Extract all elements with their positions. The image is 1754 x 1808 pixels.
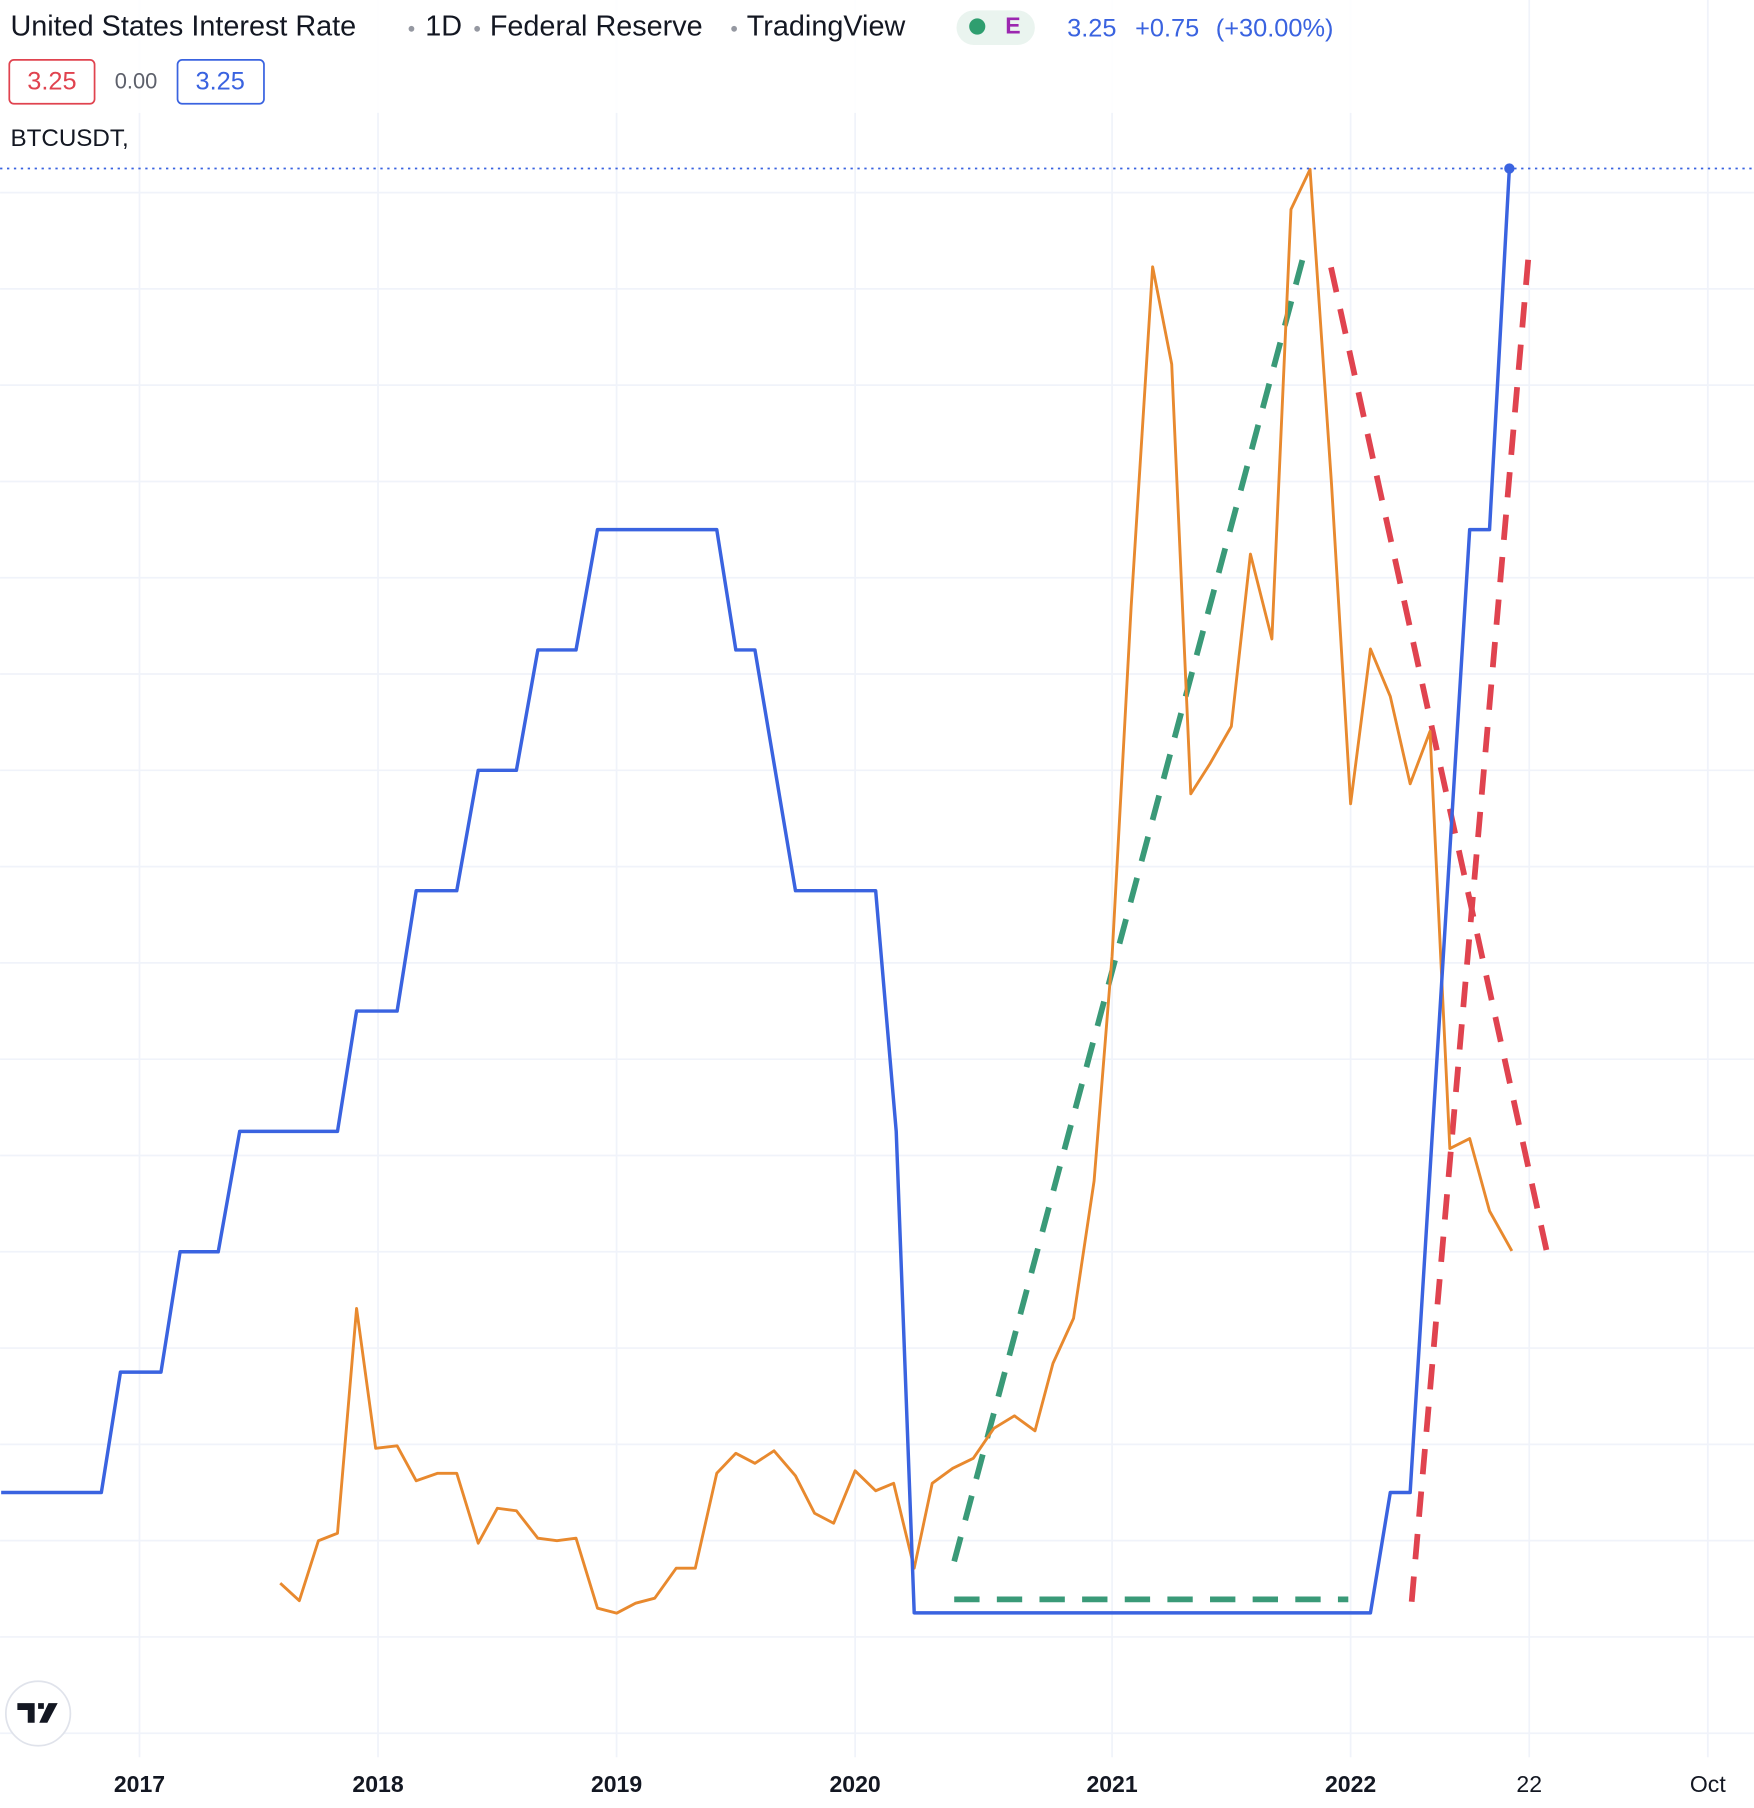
x-tick-label: 2017 [114, 1771, 165, 1797]
value-text: 0.00 [115, 69, 158, 94]
x-tick-label: 2021 [1086, 1771, 1137, 1797]
change: +0.75 [1135, 15, 1199, 43]
platform: TradingView [747, 10, 906, 42]
value-box [176, 59, 265, 105]
x-tick-label: 22 [1516, 1771, 1542, 1797]
x-tick-label: Oct [1690, 1771, 1726, 1797]
plot [0, 163, 1754, 1615]
x-tick-label: 2022 [1325, 1771, 1376, 1797]
value-box-text: 3.25 [196, 68, 245, 96]
logo-mark [17, 1703, 58, 1723]
trend-line [1408, 247, 1533, 1602]
symbol-title: United States Interest Rate [10, 10, 356, 42]
value-box [8, 59, 96, 105]
drawings [951, 247, 1550, 1603]
x-tick-label: 2018 [352, 1771, 403, 1797]
overlay-symbol: BTCUSDT, [10, 125, 128, 152]
x-tick-label: 2019 [591, 1771, 642, 1797]
series-line [1, 168, 1512, 1615]
grid [0, 0, 1754, 1758]
separator [731, 25, 737, 32]
interval: 1D [425, 10, 462, 42]
x-axis: 2017 2018 2019 2020 2021 2022 22 Oct [114, 1771, 1726, 1797]
status-pill[interactable] [956, 10, 1035, 45]
change-percent: (+30.00%) [1216, 15, 1334, 43]
x-tick-label: 2020 [829, 1771, 880, 1797]
last-value: 3.25 [1067, 15, 1116, 43]
separator [474, 25, 481, 32]
trend-line [951, 247, 1309, 1563]
last-point [1504, 163, 1515, 174]
logo[interactable] [4, 1680, 72, 1747]
separator [408, 25, 415, 32]
value-box-text: 3.25 [27, 68, 76, 96]
status-dot [969, 18, 986, 35]
series-line [279, 167, 1514, 1615]
source: Federal Reserve [490, 10, 703, 42]
badge: E [1005, 13, 1020, 39]
